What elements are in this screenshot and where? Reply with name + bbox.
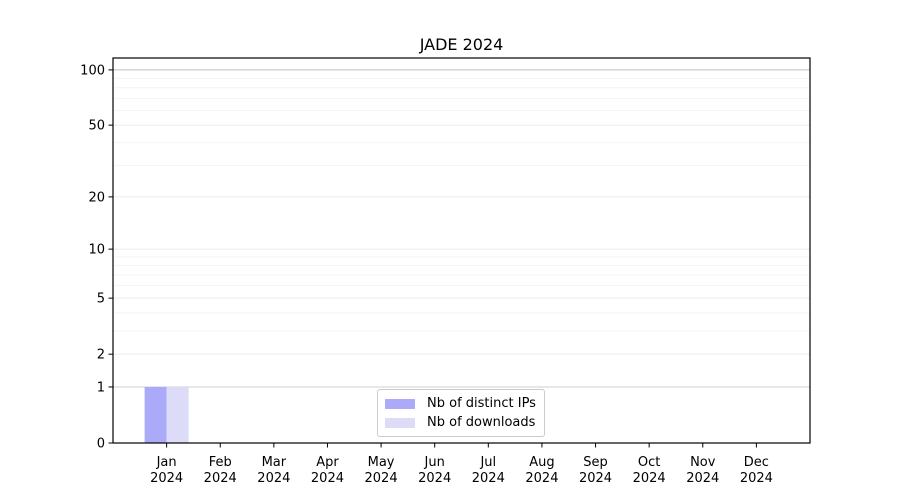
x-tick-label-month: Aug bbox=[529, 455, 554, 470]
x-tick-label-year: 2024 bbox=[633, 471, 666, 486]
x-tick-label-month: Jul bbox=[479, 455, 496, 470]
x-tick-label-month: Jun bbox=[424, 455, 445, 470]
plot-border bbox=[112, 57, 811, 444]
x-tick-label-year: 2024 bbox=[525, 471, 558, 486]
legend-item-downloads: Nb of downloads bbox=[385, 416, 536, 429]
x-tick-label-month: Apr bbox=[316, 455, 339, 470]
y-tick-label: 2 bbox=[97, 348, 105, 363]
x-tick-label-year: 2024 bbox=[472, 471, 505, 486]
x-tick-label-month: Feb bbox=[209, 455, 232, 470]
x-tick-label-month: Mar bbox=[262, 455, 287, 470]
chart-title: JADE 2024 bbox=[419, 35, 504, 54]
legend: Nb of distinct IPs Nb of downloads bbox=[377, 389, 545, 437]
x-tick-label-year: 2024 bbox=[686, 471, 719, 486]
x-tick-label-year: 2024 bbox=[365, 471, 398, 486]
y-tick-label: 5 bbox=[97, 292, 105, 307]
x-tick-label-year: 2024 bbox=[150, 471, 183, 486]
x-tick-label-year: 2024 bbox=[257, 471, 290, 486]
x-tick-label-year: 2024 bbox=[740, 471, 773, 486]
y-tick-label: 1 bbox=[97, 380, 105, 395]
legend-label-distinct-ips: Nb of distinct IPs bbox=[427, 396, 536, 411]
x-tick-label-month: Nov bbox=[690, 455, 716, 470]
x-tick-label-month: Jan bbox=[156, 455, 177, 470]
x-tick-label-month: Sep bbox=[583, 455, 608, 470]
y-tick-label: 100 bbox=[80, 63, 105, 78]
legend-label-downloads: Nb of downloads bbox=[427, 415, 536, 430]
x-tick-label-year: 2024 bbox=[418, 471, 451, 486]
y-tick-label: 50 bbox=[88, 119, 105, 134]
legend-item-distinct-ips: Nb of distinct IPs bbox=[385, 397, 536, 410]
x-tick-label-month: Dec bbox=[744, 455, 769, 470]
bar-downloads bbox=[166, 386, 189, 443]
x-tick-label-year: 2024 bbox=[311, 471, 344, 486]
x-tick-label-year: 2024 bbox=[204, 471, 237, 486]
legend-swatch-distinct-ips bbox=[385, 398, 415, 409]
y-tick-label: 10 bbox=[88, 243, 105, 258]
x-tick-label-year: 2024 bbox=[579, 471, 612, 486]
x-tick-label-month: Oct bbox=[638, 455, 660, 470]
bar-distinct-ips bbox=[144, 386, 167, 443]
y-tick-label: 20 bbox=[88, 190, 105, 205]
x-tick-label-month: May bbox=[368, 455, 395, 470]
legend-swatch-downloads bbox=[385, 417, 415, 428]
y-tick-label: 0 bbox=[97, 437, 105, 452]
